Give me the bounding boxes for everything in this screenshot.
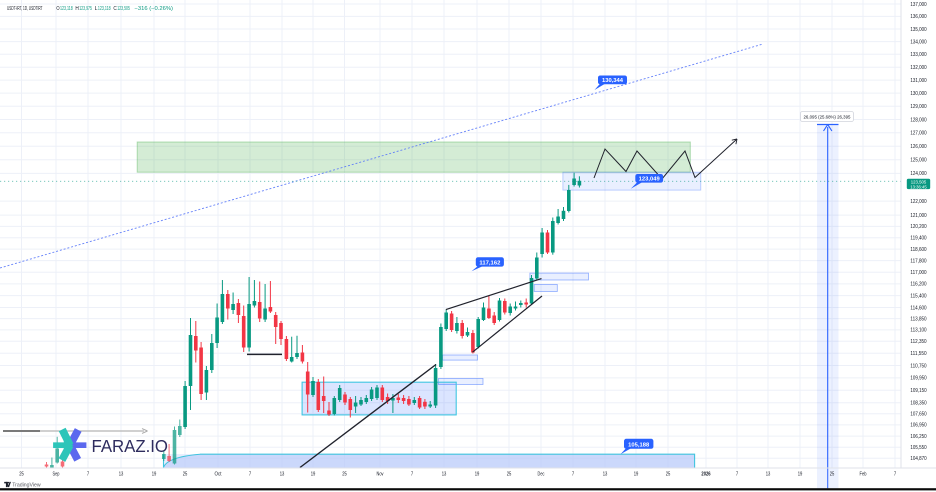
svg-text:19: 19 — [798, 472, 803, 478]
svg-text:123,118: 123,118 — [60, 6, 73, 12]
svg-text:116,200: 116,200 — [910, 282, 926, 288]
svg-text:7: 7 — [736, 472, 738, 478]
svg-text:13: 13 — [442, 472, 447, 478]
svg-text:109,950: 109,950 — [910, 376, 926, 382]
svg-text:117,000: 117,000 — [910, 270, 926, 276]
svg-text:7: 7 — [572, 472, 574, 478]
svg-text:Sep: Sep — [53, 472, 60, 478]
svg-text:122,000: 122,000 — [910, 199, 926, 205]
svg-text:26,095 (25.68%) 26,395: 26,095 (25.68%) 26,395 — [804, 115, 851, 121]
svg-text:Oct: Oct — [215, 472, 222, 478]
svg-text:133,000: 133,000 — [910, 52, 926, 58]
svg-text:124,000: 124,000 — [910, 171, 926, 177]
svg-text:19: 19 — [311, 472, 316, 478]
svg-text:123,505: 123,505 — [911, 180, 927, 186]
svg-text:105,550: 105,550 — [910, 445, 926, 451]
svg-text:105,188: 105,188 — [628, 443, 649, 449]
svg-text:117,800: 117,800 — [910, 258, 926, 264]
svg-text:19: 19 — [475, 472, 480, 478]
svg-text:126,000: 126,000 — [910, 144, 926, 150]
svg-text:109,150: 109,150 — [910, 388, 926, 394]
svg-text:111,550: 111,550 — [910, 351, 926, 357]
svg-text:13: 13 — [119, 472, 124, 478]
svg-text:Feb: Feb — [860, 472, 867, 478]
svg-text:135,000: 135,000 — [910, 27, 926, 33]
svg-text:128,000: 128,000 — [910, 117, 926, 123]
svg-text:13:36:45: 13:36:45 — [910, 184, 927, 190]
svg-text:106,250: 106,250 — [910, 434, 926, 440]
svg-text:123,975: 123,975 — [79, 6, 92, 12]
svg-text:132,000: 132,000 — [910, 65, 926, 71]
svg-text:115,400: 115,400 — [910, 293, 926, 299]
svg-text:25: 25 — [507, 472, 512, 478]
svg-text:110,750: 110,750 — [910, 363, 926, 369]
svg-text:Nov: Nov — [377, 472, 384, 478]
svg-text:114,600: 114,600 — [910, 305, 926, 311]
svg-text:25: 25 — [183, 472, 188, 478]
svg-text:123,118: 123,118 — [98, 6, 111, 12]
svg-text:19: 19 — [152, 472, 157, 478]
svg-text:C: C — [113, 6, 117, 12]
svg-text:123,505: 123,505 — [117, 6, 130, 12]
svg-text:130,344: 130,344 — [602, 78, 624, 84]
svg-text:2026: 2026 — [701, 472, 710, 478]
svg-text:113,850: 113,850 — [910, 316, 926, 322]
svg-text:USDT-IRT, 1D, USDTIRT: USDT-IRT, 1D, USDTIRT — [7, 6, 43, 12]
svg-text:127,000: 127,000 — [910, 131, 926, 137]
svg-text:118,600: 118,600 — [910, 247, 926, 253]
svg-text:FARAZ.IO: FARAZ.IO — [92, 436, 169, 456]
svg-text:7: 7 — [894, 472, 896, 478]
svg-text:104,870: 104,870 — [910, 456, 926, 462]
svg-text:7: 7 — [249, 472, 251, 478]
svg-text:106,950: 106,950 — [910, 423, 926, 429]
svg-text:123,049: 123,049 — [639, 176, 660, 182]
svg-text:7: 7 — [87, 472, 89, 478]
svg-text:−316 (−0.26%): −316 (−0.26%) — [135, 6, 174, 12]
svg-text:108,350: 108,350 — [910, 401, 926, 407]
svg-text:25: 25 — [666, 472, 671, 478]
svg-text:136,000: 136,000 — [910, 14, 926, 20]
svg-text:L: L — [95, 6, 98, 12]
svg-text:13: 13 — [603, 472, 608, 478]
svg-text:O: O — [56, 6, 59, 12]
svg-text:117,162: 117,162 — [479, 260, 500, 266]
svg-text:25: 25 — [342, 472, 347, 478]
svg-text:13: 13 — [280, 472, 285, 478]
svg-text:H: H — [75, 6, 79, 12]
svg-text:19: 19 — [634, 472, 639, 478]
svg-text:25: 25 — [19, 472, 24, 478]
svg-text:25: 25 — [830, 472, 835, 478]
svg-text:131,000: 131,000 — [910, 78, 926, 84]
svg-text:119,400: 119,400 — [910, 236, 926, 242]
svg-text:134,000: 134,000 — [910, 39, 926, 45]
svg-text:TradingView: TradingView — [12, 482, 41, 488]
svg-text:112,350: 112,350 — [910, 339, 926, 345]
svg-text:129,000: 129,000 — [910, 104, 926, 110]
svg-text:107,650: 107,650 — [910, 412, 926, 418]
svg-text:125,000: 125,000 — [910, 158, 926, 164]
svg-text:130,000: 130,000 — [910, 91, 926, 97]
svg-text:120,200: 120,200 — [910, 224, 926, 230]
svg-text:113,100: 113,100 — [910, 328, 926, 334]
svg-text:137,000: 137,000 — [910, 2, 926, 8]
svg-text:7: 7 — [411, 472, 413, 478]
svg-text:13: 13 — [766, 472, 771, 478]
svg-text:Dec: Dec — [538, 472, 545, 478]
svg-text:121,000: 121,000 — [910, 213, 926, 219]
